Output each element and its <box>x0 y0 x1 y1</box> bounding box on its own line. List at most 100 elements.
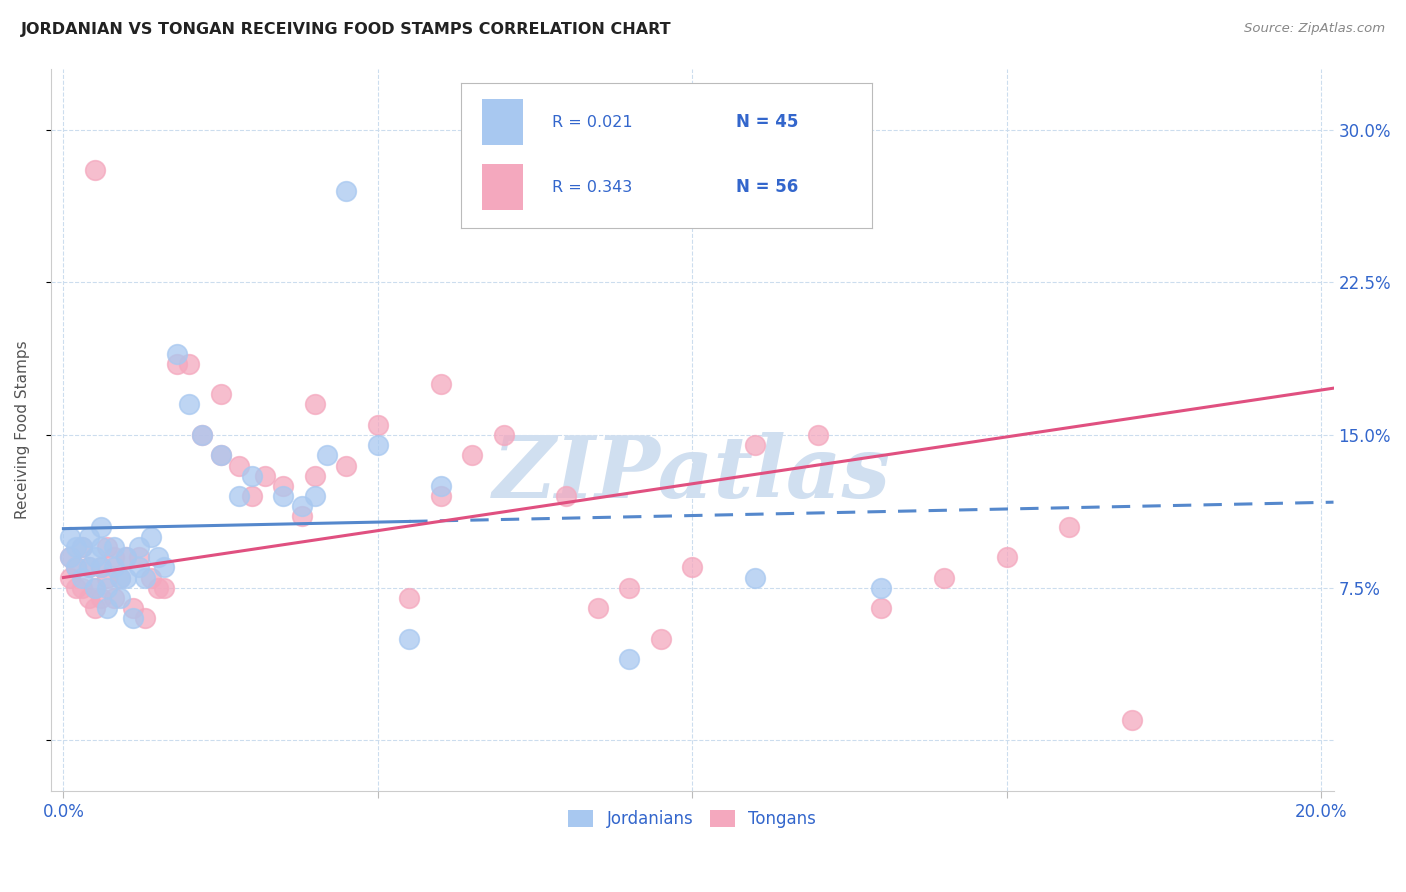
Point <box>72 540 94 554</box>
Point <box>650 632 672 646</box>
Point <box>128 560 150 574</box>
Point <box>209 448 232 462</box>
Point <box>83 550 105 565</box>
Point <box>619 581 641 595</box>
Point <box>59 550 82 565</box>
Point <box>932 570 955 584</box>
Point <box>807 428 830 442</box>
Point <box>304 489 326 503</box>
Point <box>398 591 420 605</box>
Point <box>115 550 138 565</box>
Point <box>744 570 766 584</box>
Point <box>77 560 100 574</box>
Point <box>108 570 131 584</box>
Point <box>461 448 484 462</box>
Point <box>59 550 82 565</box>
Point <box>555 489 578 503</box>
Point <box>141 570 163 584</box>
Point <box>291 509 314 524</box>
Point <box>103 540 125 554</box>
Point <box>429 479 451 493</box>
Point <box>103 560 125 574</box>
Point <box>681 560 703 574</box>
Point <box>77 560 100 574</box>
Point <box>190 428 212 442</box>
Point <box>335 458 357 473</box>
Point <box>228 489 250 503</box>
Point <box>90 560 112 574</box>
Point <box>96 601 118 615</box>
Point <box>209 387 232 401</box>
Point <box>228 458 250 473</box>
Point <box>166 357 188 371</box>
Point <box>153 560 176 574</box>
Point <box>65 540 87 554</box>
Point <box>492 428 515 442</box>
Point <box>90 560 112 574</box>
Point <box>304 468 326 483</box>
Point <box>134 570 156 584</box>
Y-axis label: Receiving Food Stamps: Receiving Food Stamps <box>15 341 30 519</box>
Point <box>121 601 143 615</box>
Text: ZIPatlas: ZIPatlas <box>494 432 891 515</box>
Point <box>90 519 112 533</box>
Point <box>103 550 125 565</box>
Point <box>128 540 150 554</box>
Point <box>96 581 118 595</box>
Point <box>240 468 263 483</box>
Point <box>179 397 201 411</box>
Point <box>367 417 389 432</box>
Point <box>190 428 212 442</box>
Point <box>304 397 326 411</box>
Point <box>83 581 105 595</box>
Point <box>103 591 125 605</box>
Point <box>273 479 295 493</box>
Point <box>166 346 188 360</box>
Point <box>77 591 100 605</box>
Point <box>128 550 150 565</box>
Point <box>83 581 105 595</box>
Point <box>72 581 94 595</box>
Point <box>146 550 169 565</box>
Point <box>429 489 451 503</box>
Point <box>121 611 143 625</box>
Point <box>273 489 295 503</box>
Point <box>65 581 87 595</box>
Point <box>291 500 314 514</box>
Point <box>209 448 232 462</box>
Point <box>83 601 105 615</box>
Point <box>59 530 82 544</box>
Point <box>179 357 201 371</box>
Point <box>77 530 100 544</box>
Point <box>316 448 339 462</box>
Point <box>65 560 87 574</box>
Point <box>108 591 131 605</box>
Point <box>1059 519 1081 533</box>
Point <box>586 601 609 615</box>
Text: Source: ZipAtlas.com: Source: ZipAtlas.com <box>1244 22 1385 36</box>
Point <box>141 530 163 544</box>
Point <box>146 581 169 595</box>
Point <box>83 163 105 178</box>
Point <box>115 570 138 584</box>
Point <box>96 540 118 554</box>
Point <box>72 540 94 554</box>
Point <box>995 550 1018 565</box>
Point <box>90 540 112 554</box>
Point <box>90 591 112 605</box>
Point <box>96 570 118 584</box>
Point <box>869 601 891 615</box>
Point <box>65 560 87 574</box>
Point <box>367 438 389 452</box>
Point <box>72 570 94 584</box>
Point <box>398 632 420 646</box>
Point <box>115 550 138 565</box>
Point <box>253 468 276 483</box>
Text: JORDANIAN VS TONGAN RECEIVING FOOD STAMPS CORRELATION CHART: JORDANIAN VS TONGAN RECEIVING FOOD STAMP… <box>21 22 672 37</box>
Point <box>335 184 357 198</box>
Point <box>429 377 451 392</box>
Point <box>240 489 263 503</box>
Point <box>619 652 641 666</box>
Point <box>744 438 766 452</box>
Point <box>1121 713 1143 727</box>
